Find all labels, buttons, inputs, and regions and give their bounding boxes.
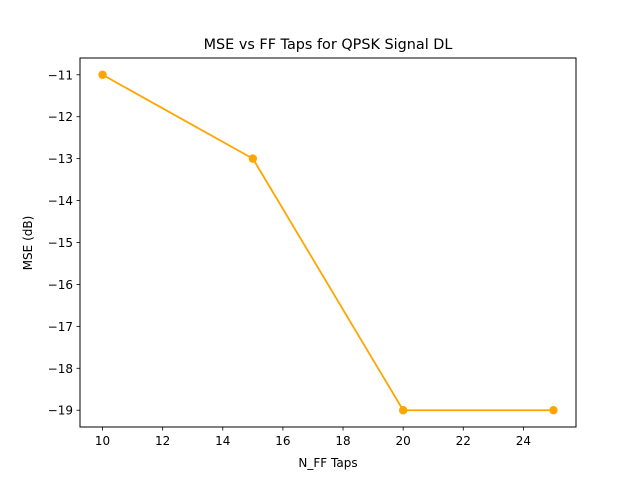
data-point <box>549 406 558 415</box>
chart-title: MSE vs FF Taps for QPSK Signal DL <box>204 37 453 53</box>
y-axis-label: MSE (dB) <box>21 216 35 271</box>
series-line <box>102 73 554 412</box>
y-tick-label: −19 <box>48 404 73 418</box>
y-tick-label: −16 <box>48 278 73 292</box>
x-tick-label: 24 <box>516 434 531 448</box>
x-tick-label: 12 <box>155 434 170 448</box>
x-tick-label: 10 <box>95 434 110 448</box>
data-point <box>98 70 107 79</box>
x-tick-label: 22 <box>456 434 471 448</box>
ticks: 10 12 14 16 18 20 22 24 −11 −12 −13 −14 −15 −16 −17 −18… <box>48 68 531 448</box>
x-axis-label: N_FF Taps <box>298 456 357 470</box>
x-tick-label: 14 <box>215 434 230 448</box>
x-tick-label: 16 <box>275 434 290 448</box>
plot-area <box>80 58 576 427</box>
plot-frame <box>79 57 577 428</box>
x-tick-label: 18 <box>335 434 350 448</box>
y-tick-label: −11 <box>48 68 73 82</box>
series-group <box>98 70 558 415</box>
y-tick-label: −18 <box>48 362 73 376</box>
x-tick-label: 20 <box>396 434 411 448</box>
y-tick-label: −17 <box>48 320 73 334</box>
y-tick-label: −15 <box>48 236 73 250</box>
y-tick-label: −13 <box>48 152 73 166</box>
y-tick-label: −14 <box>48 194 73 208</box>
data-point <box>398 406 408 415</box>
data-point <box>248 154 258 163</box>
y-tick-label: −12 <box>48 110 73 124</box>
